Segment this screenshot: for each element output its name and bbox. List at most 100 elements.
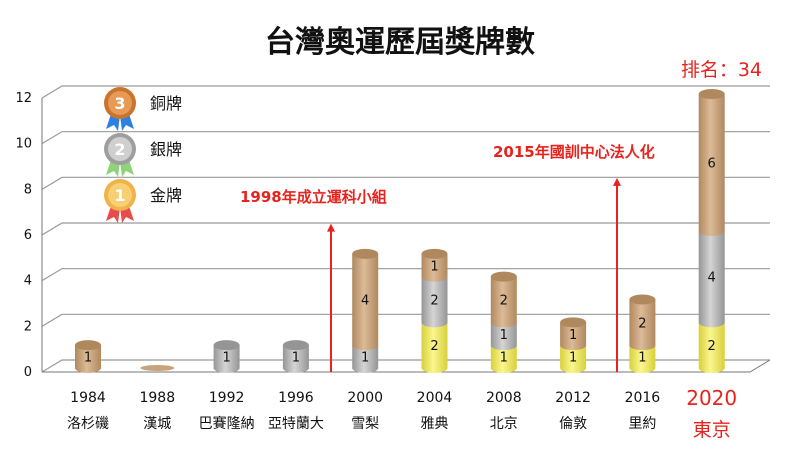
bar-top [213, 340, 240, 351]
city-label: 東京 [693, 419, 731, 441]
city-label: 漢城 [143, 416, 171, 432]
svg-text:3: 3 [114, 94, 125, 113]
x-tick-label: 2020 [686, 386, 737, 410]
bar-top [282, 340, 309, 351]
data-label: 1 [638, 351, 646, 366]
bar-2016: 12 [629, 294, 656, 373]
data-label: 1 [569, 351, 577, 366]
bar-segment-金牌 [629, 345, 656, 373]
x-tick-label: 1988 [139, 390, 175, 406]
y-tick-label: 4 [24, 274, 32, 289]
city-label: 里約 [628, 416, 656, 432]
data-label: 1 [292, 351, 300, 366]
bar-top [75, 340, 101, 351]
data-label: 1 [500, 351, 508, 366]
data-label: 2 [430, 339, 438, 354]
data-label: 1 [222, 351, 230, 366]
gridline [41, 176, 770, 190]
bar-segment-銀牌 [490, 322, 517, 351]
city-label: 洛杉磯 [67, 416, 109, 432]
bar-segment-銅牌 [698, 94, 725, 236]
data-label: 2 [638, 316, 646, 331]
bar-segment-金牌 [421, 322, 448, 373]
floor-front [42, 359, 771, 373]
bar-segment-金牌 [490, 345, 517, 373]
bar-top [560, 317, 587, 328]
bar-top [698, 89, 725, 99]
data-label: 1 [500, 328, 508, 343]
data-label: 4 [361, 294, 369, 309]
city-label: 倫敦 [559, 416, 587, 432]
bar-segment-銅牌 [560, 322, 587, 351]
data-label: 1 [430, 259, 438, 274]
bar-top [629, 294, 656, 305]
bar-segment-銅牌 [490, 276, 517, 328]
gold-medal-icon: 1 [104, 179, 136, 223]
bar-segment-銅牌 [75, 345, 101, 373]
x-tick-label: 1992 [209, 390, 245, 406]
bar-top [352, 248, 379, 259]
data-label: 4 [708, 271, 716, 286]
bar-segment-銅牌 [421, 253, 448, 282]
bar-2012: 11 [560, 317, 587, 373]
y-tick-label: 8 [24, 182, 32, 197]
data-label: 2 [430, 294, 438, 309]
bar-1988 [140, 365, 175, 371]
city-label: 亞特蘭大 [268, 416, 324, 432]
bar-1984: 1 [75, 340, 101, 373]
bar-segment-銀牌 [352, 345, 379, 373]
bar-segment-銀牌 [421, 276, 448, 328]
rank-label: 排名：34 [681, 59, 762, 81]
bar-2020: 2 4 6 [698, 89, 725, 373]
y-tick-label: 6 [24, 228, 32, 243]
city-label: 北京 [490, 416, 518, 432]
data-label: 1 [84, 351, 92, 366]
data-label: 6 [708, 157, 716, 172]
gridline [41, 268, 770, 282]
legend-label: 銀牌 [150, 140, 182, 159]
data-label: 2 [708, 339, 716, 354]
legend-label: 金牌 [150, 186, 182, 205]
bar-segment-銅牌 [352, 253, 379, 351]
city-label: 雪梨 [351, 416, 379, 432]
x-tick-label: 2004 [417, 390, 453, 406]
bar-segment-銀牌 [213, 345, 240, 373]
bar-segment-銅牌 [629, 299, 656, 351]
bar-2008: 1 1 2 [490, 271, 517, 373]
x-tick-label: 1996 [278, 390, 314, 406]
bar-1992: 1 [213, 340, 240, 373]
arrow-head-icon [613, 177, 621, 186]
bar-segment-金牌 [560, 345, 587, 373]
city-label: 巴賽隆納 [199, 415, 255, 432]
x-tick-label: 1984 [70, 390, 106, 406]
gridline [41, 85, 770, 99]
bar-top [421, 248, 448, 259]
annotation-text: 2015年國訓中心法人化 [493, 143, 655, 161]
data-label: 1 [569, 328, 577, 343]
bar-segment-銀牌 [698, 231, 725, 328]
data-label: 1 [361, 351, 369, 366]
bar-1996: 1 [282, 340, 309, 373]
y-tick-label: 2 [24, 319, 32, 334]
bar-top [490, 271, 517, 282]
svg-text:1: 1 [114, 186, 125, 205]
x-tick-label: 2000 [347, 390, 383, 406]
legend-label: 銅牌 [150, 94, 182, 113]
x-tick-label: 2012 [555, 390, 591, 406]
y-tick-label: 0 [24, 365, 32, 380]
annotation-text: 1998年成立運科小組 [240, 188, 387, 206]
data-label: 2 [500, 294, 508, 309]
y-tick-label: 12 [15, 91, 32, 106]
gridline [41, 359, 770, 373]
svg-text:2: 2 [114, 140, 125, 159]
chart-title: 台灣奧運歷屆獎牌數 [265, 25, 535, 60]
bar-2000: 14 [352, 248, 379, 373]
bronze-medal-icon: 3 [104, 87, 136, 131]
bar-2004: 2 2 1 [421, 248, 448, 373]
gridline [41, 222, 770, 236]
x-tick-label: 2016 [625, 390, 661, 406]
y-tick-label: 10 [15, 137, 32, 152]
x-tick-label: 2008 [486, 390, 522, 406]
